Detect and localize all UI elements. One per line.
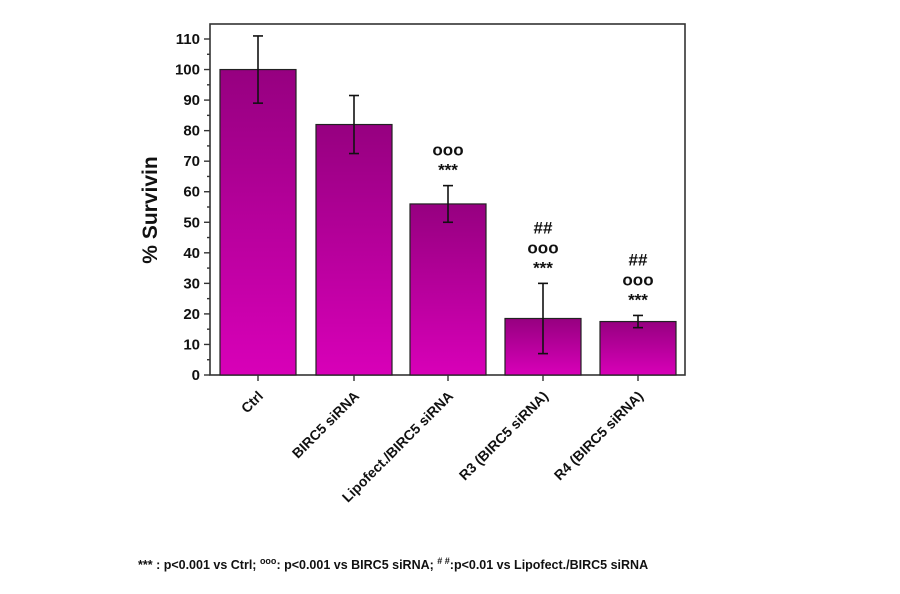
footnote-mark-circles: ooo <box>259 556 277 566</box>
bar <box>219 68 297 376</box>
x-category-label: Ctrl <box>238 388 266 416</box>
y-tick-label: 40 <box>183 245 200 262</box>
y-tick-label: 100 <box>175 62 200 79</box>
y-axis-label: % Survivin <box>139 156 162 263</box>
bars: ***ooo***ooo##***ooo## <box>219 35 677 376</box>
y-tick-label: 10 <box>183 336 200 353</box>
footnote-text-lipofect: :p<0.01 vs Lipofect./BIRC5 siRNA <box>449 558 649 573</box>
y-tick-label: 50 <box>183 214 200 231</box>
footnote-text-birc5: : p<0.001 vs BIRC5 siRNA; <box>276 558 438 573</box>
significance-mark: ooo <box>527 238 558 257</box>
bar <box>315 123 393 376</box>
significance-mark: *** <box>438 161 458 180</box>
significance-mark: *** <box>628 290 648 309</box>
y-tick-label: 80 <box>183 123 200 140</box>
x-category-label: R4 (BIRC5 siRNA) <box>551 388 646 483</box>
y-tick-label: 0 <box>192 367 200 384</box>
y-tick-label: 90 <box>183 92 200 109</box>
bar <box>409 203 487 376</box>
footnote: *** : p<0.001 vs Ctrl; ooo: p<0.001 vs B… <box>138 556 648 572</box>
bar-group: ***ooo## <box>504 218 582 376</box>
bar-group <box>219 35 297 376</box>
y-tick-label: 30 <box>183 275 200 292</box>
bar <box>599 320 677 376</box>
significance-mark: ooo <box>622 270 653 289</box>
x-category-label: Lipofect./BIRC5 siRNA <box>339 388 456 505</box>
x-category-label: BIRC5 siRNA <box>289 388 362 461</box>
footnote-mark-hash: # # <box>437 556 450 566</box>
significance-mark: ooo <box>432 141 463 160</box>
y-tick-label: 110 <box>176 31 200 48</box>
x-category-label: R3 (BIRC5 siRNA) <box>456 388 551 483</box>
footnote-text-ctrl: : p<0.001 vs Ctrl; <box>152 558 260 573</box>
bar-group: ***ooo## <box>599 250 677 376</box>
significance-mark: ## <box>534 218 553 237</box>
bar-group: ***ooo <box>409 141 487 376</box>
significance-mark: *** <box>533 258 553 277</box>
y-tick-label: 60 <box>183 184 200 201</box>
bar-group <box>315 94 393 376</box>
y-tick-label: 70 <box>183 153 200 170</box>
y-axis: 0 10 20 30 40 50 60 70 80 90 100 110 <box>175 31 210 384</box>
y-tick-label: 20 <box>183 306 200 323</box>
footnote-mark-stars: *** <box>138 558 153 573</box>
significance-mark: ## <box>629 250 648 269</box>
